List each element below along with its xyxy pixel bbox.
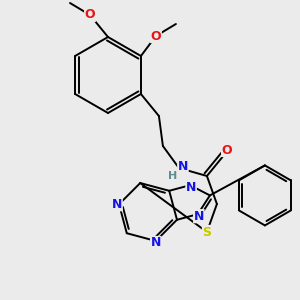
Text: O: O (151, 29, 161, 43)
Text: H: H (168, 171, 178, 181)
Text: N: N (178, 160, 188, 172)
Text: O: O (85, 8, 95, 22)
Text: N: N (186, 181, 196, 194)
Text: N: N (151, 236, 161, 250)
Text: N: N (194, 210, 204, 223)
Text: O: O (222, 143, 232, 157)
Text: S: S (202, 226, 211, 238)
Text: N: N (112, 198, 122, 211)
